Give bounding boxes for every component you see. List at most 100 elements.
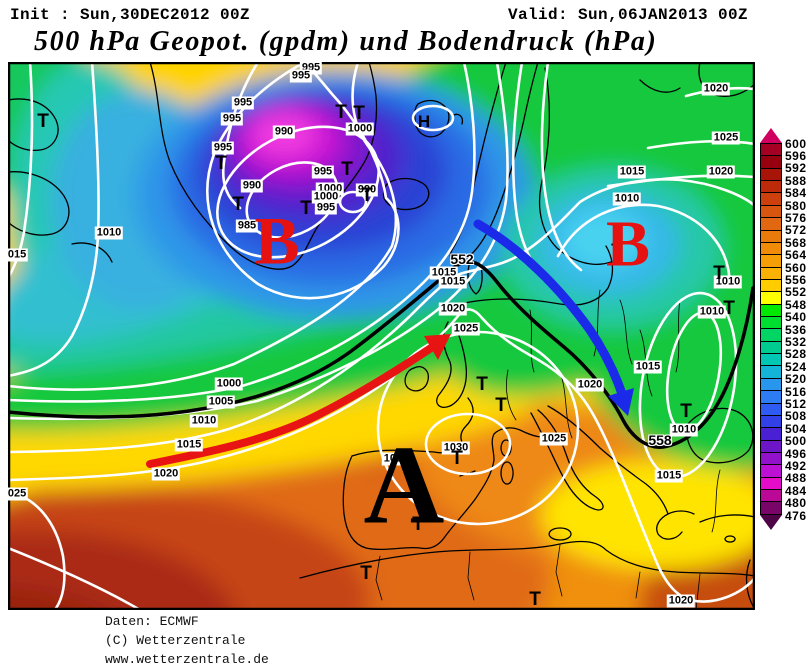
isobar-label: 1000 — [311, 190, 341, 204]
isobar-label: 995 — [231, 96, 255, 110]
geopotential-black-contour — [6, 260, 755, 449]
isobar-label: 1020 — [438, 302, 468, 316]
isobar-label: 990 — [272, 125, 296, 139]
isobar-label: 1015 — [438, 275, 468, 289]
colorbar-value: 568 — [785, 235, 807, 250]
colorbar-value: 564 — [785, 248, 807, 263]
low-marker-t: T — [232, 194, 244, 215]
colorbar-box — [761, 230, 781, 243]
colorbar-box — [761, 242, 781, 256]
isobar-path — [6, 60, 100, 378]
isobar-label: 1015 — [8, 248, 29, 262]
colorbar-value: 572 — [785, 223, 807, 238]
colorbar-box — [761, 440, 781, 453]
cold-arrow-head — [608, 388, 634, 416]
isobar-path — [221, 60, 260, 210]
isobar-path — [424, 412, 512, 476]
isobar-label: 985 — [235, 219, 259, 233]
isobar-label: 1010 — [713, 275, 743, 289]
colorbar-box — [761, 366, 781, 379]
colorbar-box — [761, 181, 781, 194]
colorbar-value: 592 — [785, 161, 807, 176]
coastline-blacksea-turkey — [686, 407, 756, 543]
coastline-greenland — [149, 61, 378, 270]
colorbar-top-arrow — [760, 128, 782, 143]
pressure-center-letter: A — [363, 423, 445, 548]
footer-data-source: Daten: ECMWF — [105, 614, 199, 629]
isobar-label: 1010 — [612, 192, 642, 206]
coastline-north-africa — [299, 540, 756, 579]
colorbar-box — [761, 378, 781, 392]
colorbar-box — [761, 218, 781, 231]
isobar-label: 1015 — [633, 360, 663, 374]
colorbar-box — [761, 502, 781, 514]
isobar-label: 1020 — [666, 594, 696, 608]
isobar-path — [6, 546, 144, 613]
isobar-label: 995 — [289, 69, 313, 83]
isobar-path — [6, 60, 34, 280]
valid-time-label: Valid: Sun,06JAN2013 00Z — [507, 6, 748, 24]
isobar-label: 995 — [311, 165, 335, 179]
low-marker-t: T — [353, 103, 365, 124]
isobar-label: 1025 — [539, 432, 569, 446]
colorbar-value: 596 — [785, 148, 807, 163]
colorbar-value: 512 — [785, 396, 807, 411]
low-marker-t: T — [723, 298, 735, 319]
colorbar-box — [761, 477, 781, 491]
isobar-path — [6, 490, 66, 613]
colorbar-value: 556 — [785, 272, 807, 287]
footer-copyright: (C) Wetterzentrale — [105, 633, 246, 648]
colorbar-box — [761, 391, 781, 404]
colorbar-value: 524 — [785, 359, 807, 374]
coastline-balkans-greece — [547, 405, 695, 540]
footer: Daten: ECMWF (C) Wetterzentrale www.wett… — [105, 612, 269, 669]
colorbar-value: 476 — [785, 508, 807, 523]
low-marker-t: T — [412, 514, 424, 535]
isobar-path — [6, 60, 476, 403]
colorbar-box — [761, 341, 781, 355]
colorbar-box — [761, 403, 781, 416]
isobar-label: 1000 — [214, 377, 244, 391]
cold-advection-arrow — [473, 219, 634, 416]
isobar-label: 1025 — [451, 322, 481, 336]
colorbar-bottom-arrow — [760, 515, 782, 530]
colorbar-value: 532 — [785, 334, 807, 349]
isobar-label: 1010 — [669, 423, 699, 437]
low-marker-t: T — [611, 241, 623, 262]
coastline-british-isles — [404, 321, 468, 408]
colorbar-value: 548 — [785, 297, 807, 312]
low-marker-t: T — [495, 395, 507, 416]
low-marker-t: T — [680, 401, 692, 422]
colorbar-value: 484 — [785, 483, 807, 498]
low-marker-t: T — [341, 159, 353, 180]
colorbar-value: 588 — [785, 173, 807, 188]
colorbar-box — [761, 415, 781, 429]
isobar-label: 1010 — [189, 414, 219, 428]
colorbar-box — [761, 354, 781, 367]
isobar-label: 1020 — [701, 82, 731, 96]
colorbar-value: 560 — [785, 260, 807, 275]
cold-arrow-shaft — [473, 219, 627, 399]
colorbar-value: 488 — [785, 471, 807, 486]
low-marker-t: T — [300, 198, 312, 219]
colorbar-value: 528 — [785, 347, 807, 362]
isobar-label: 995 — [211, 141, 235, 155]
isobar-label: 1015 — [617, 165, 647, 179]
geopotential-label: 558 — [648, 432, 672, 448]
low-marker-t: T — [476, 374, 488, 395]
init-time-label: Init : Sun,30DEC2012 00Z — [10, 6, 251, 24]
colorbar-box — [761, 205, 781, 219]
map-overlays: 9959959959909851010101599599599010009951… — [8, 62, 755, 610]
isobar-label: 1020 — [575, 378, 605, 392]
low-marker-t: T — [37, 111, 49, 132]
isobar-label: 1030 — [441, 441, 471, 455]
low-marker-t: T — [215, 153, 227, 174]
colorbar-box — [761, 156, 781, 169]
colorbar-value: 496 — [785, 446, 807, 461]
chart-title: 500 hPa Geopot. (gpdm) und Bodendruck (h… — [34, 26, 658, 57]
map-border — [7, 61, 756, 611]
low-marker-t: T — [713, 263, 725, 284]
colorbar-box — [761, 168, 781, 182]
isobar-label: 1000 — [345, 122, 375, 136]
